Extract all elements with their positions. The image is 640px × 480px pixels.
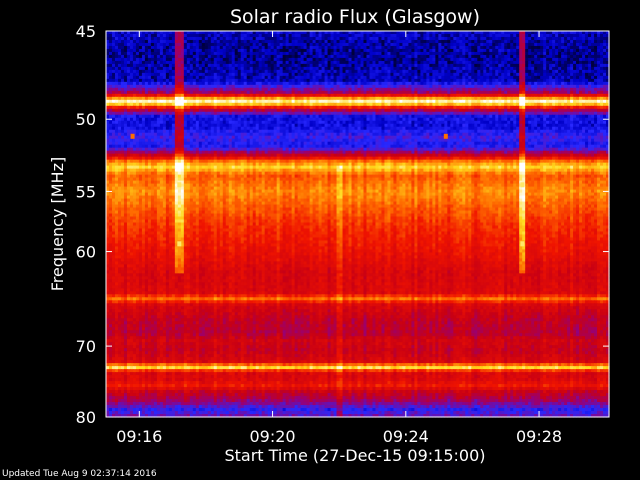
plot-area	[106, 31, 610, 418]
heatmap-cells	[106, 31, 610, 418]
chart-title: Solar radio Flux (Glasgow)	[230, 6, 480, 28]
